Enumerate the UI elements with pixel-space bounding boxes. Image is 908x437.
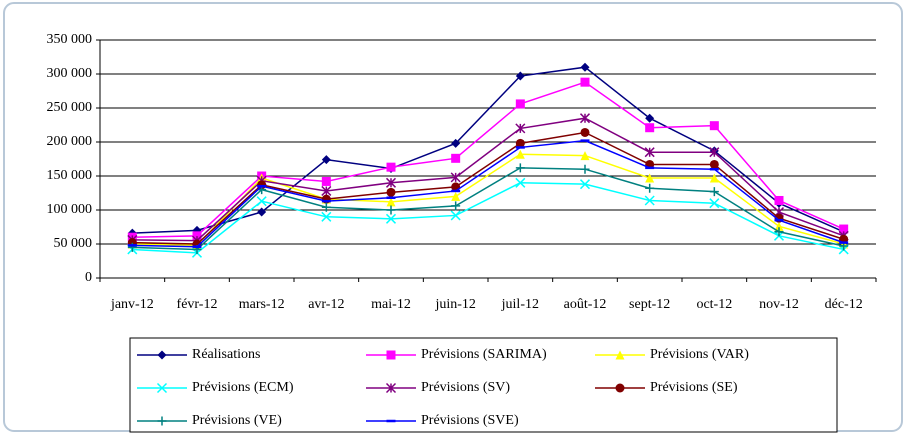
- legend-marker: [615, 350, 625, 360]
- y-tick-label: 350 000: [47, 32, 93, 47]
- x-tick-label: févr-12: [177, 297, 218, 312]
- data-point: [579, 179, 591, 190]
- series-line: [132, 139, 844, 248]
- data-point: [515, 177, 526, 188]
- data-point: [515, 149, 525, 159]
- legend-box: [129, 337, 838, 433]
- data-point: [515, 71, 525, 81]
- data-point: [580, 164, 590, 174]
- data-point: [774, 195, 784, 205]
- data-point: [321, 155, 331, 165]
- x-tick-label: mars-12: [239, 297, 285, 312]
- data-point: [515, 163, 525, 173]
- legend-label: Prévisions (SE): [650, 380, 738, 395]
- legend-marker: [156, 382, 168, 394]
- data-point: [257, 207, 267, 217]
- data-point: [839, 224, 849, 234]
- data-point: [192, 231, 202, 241]
- series-line: [132, 131, 844, 245]
- data-point: [580, 127, 590, 137]
- data-point: [321, 211, 332, 222]
- data-point: [709, 121, 719, 131]
- x-tick-label: avr-12: [308, 297, 344, 312]
- data-point: [709, 159, 719, 169]
- x-tick-label: oct-12: [696, 297, 732, 312]
- data-point: [709, 198, 720, 209]
- data-point: [645, 113, 655, 123]
- series-line: [132, 66, 844, 234]
- data-point: [515, 138, 525, 148]
- x-tick-label: janv-12: [110, 297, 154, 312]
- x-tick-label: mai-12: [371, 297, 411, 312]
- series-line: [132, 81, 844, 238]
- legend-marker: [157, 416, 167, 426]
- data-point: [644, 147, 655, 158]
- data-point: [386, 205, 396, 215]
- data-point: [386, 162, 396, 172]
- legend-marker: [157, 350, 167, 360]
- data-point: [709, 173, 719, 183]
- data-point: [774, 221, 784, 231]
- data-point: [450, 172, 461, 183]
- data-point: [774, 227, 784, 237]
- data-point: [256, 196, 267, 207]
- legend-label: Prévisions (VAR): [650, 347, 749, 362]
- data-point: [321, 185, 332, 196]
- data-point: [515, 123, 526, 134]
- legend-label: Prévisions (VE): [192, 413, 282, 428]
- legend-label: Prévisions (SVE): [421, 413, 519, 428]
- data-point: [645, 183, 655, 193]
- data-point: [451, 191, 461, 201]
- data-point: [579, 113, 591, 124]
- data-point: [321, 176, 331, 186]
- y-tick-label: 150 000: [47, 168, 93, 183]
- data-point: [385, 177, 397, 188]
- legend-label: Prévisions (SARIMA): [421, 347, 547, 362]
- series-line: [132, 182, 844, 254]
- y-tick-label: 100 000: [47, 202, 93, 217]
- series-line: [132, 153, 844, 247]
- series-line: [132, 167, 844, 251]
- legend-marker: [386, 350, 396, 360]
- legend-label: Réalisations: [192, 347, 260, 362]
- series-line: [132, 117, 844, 242]
- legend-label: Prévisions (SV): [421, 380, 510, 395]
- data-point: [386, 197, 396, 207]
- y-tick-label: 50 000: [54, 236, 93, 251]
- x-tick-label: nov-12: [759, 297, 799, 312]
- data-point: [645, 173, 655, 183]
- data-point: [451, 153, 461, 163]
- legend-label: Prévisions (ECM): [192, 380, 294, 395]
- x-tick-label: sept-12: [629, 297, 670, 312]
- data-point: [580, 151, 590, 161]
- data-point: [645, 123, 655, 133]
- data-point: [515, 99, 525, 109]
- y-tick-label: 200 000: [47, 134, 93, 149]
- legend-marker: [385, 382, 397, 394]
- data-point: [580, 77, 590, 87]
- data-point: [451, 138, 461, 148]
- data-point: [644, 195, 655, 206]
- data-point: [709, 147, 720, 158]
- x-tick-label: juil-12: [501, 297, 539, 312]
- data-point: [386, 187, 396, 197]
- data-point: [580, 62, 590, 72]
- y-tick-label: 0: [85, 270, 92, 285]
- y-tick-label: 300 000: [47, 66, 93, 81]
- data-point: [450, 210, 461, 221]
- data-point: [451, 201, 461, 211]
- data-point: [709, 187, 719, 197]
- legend-marker: [615, 383, 625, 393]
- x-tick-label: août-12: [564, 297, 607, 312]
- data-point: [385, 213, 397, 224]
- y-tick-label: 250 000: [47, 100, 93, 115]
- data-point: [321, 202, 331, 212]
- x-tick-label: juin-12: [434, 297, 475, 312]
- x-tick-label: déc-12: [825, 297, 863, 312]
